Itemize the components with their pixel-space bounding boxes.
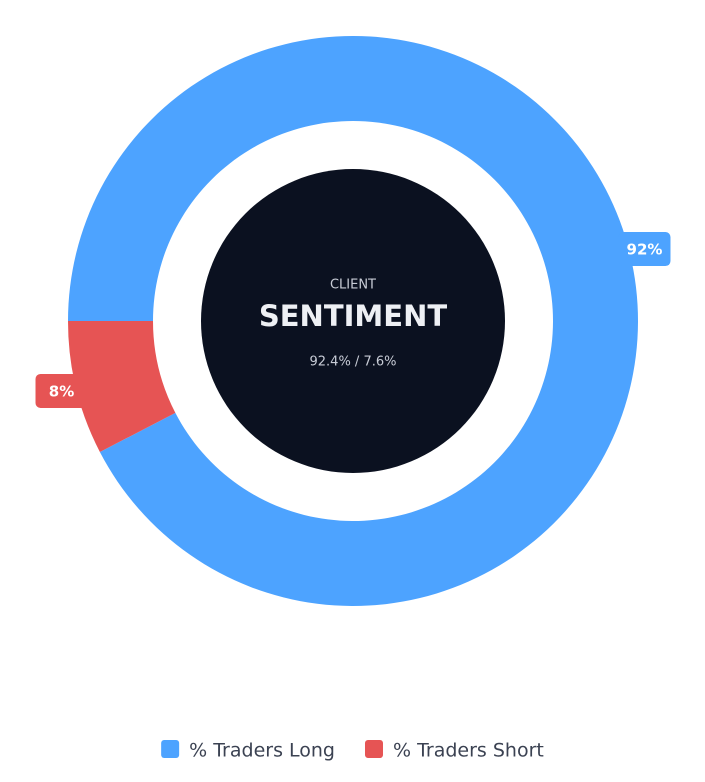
value-label-box: 8% [35, 373, 88, 408]
center-title: SENTIMENT [259, 299, 447, 333]
center-disc [201, 169, 505, 473]
legend-swatch [364, 740, 383, 758]
legend: % Traders Long % Traders Short [161, 740, 544, 762]
legend-label: % Traders Short [393, 740, 544, 762]
value-label-box: 92% [618, 232, 671, 267]
value-label: 92% [627, 241, 663, 259]
donut-segment [68, 35, 638, 607]
value-label-bg [35, 373, 88, 408]
legend-label: % Traders Long [189, 740, 335, 762]
center-overline: CLIENT [330, 278, 376, 293]
center-subtitle: 92.4% / 7.6% [310, 355, 397, 370]
donut-segment [68, 321, 176, 452]
legend-swatch [161, 740, 180, 758]
value-label: 8% [49, 382, 74, 400]
value-label-bg [618, 232, 671, 267]
